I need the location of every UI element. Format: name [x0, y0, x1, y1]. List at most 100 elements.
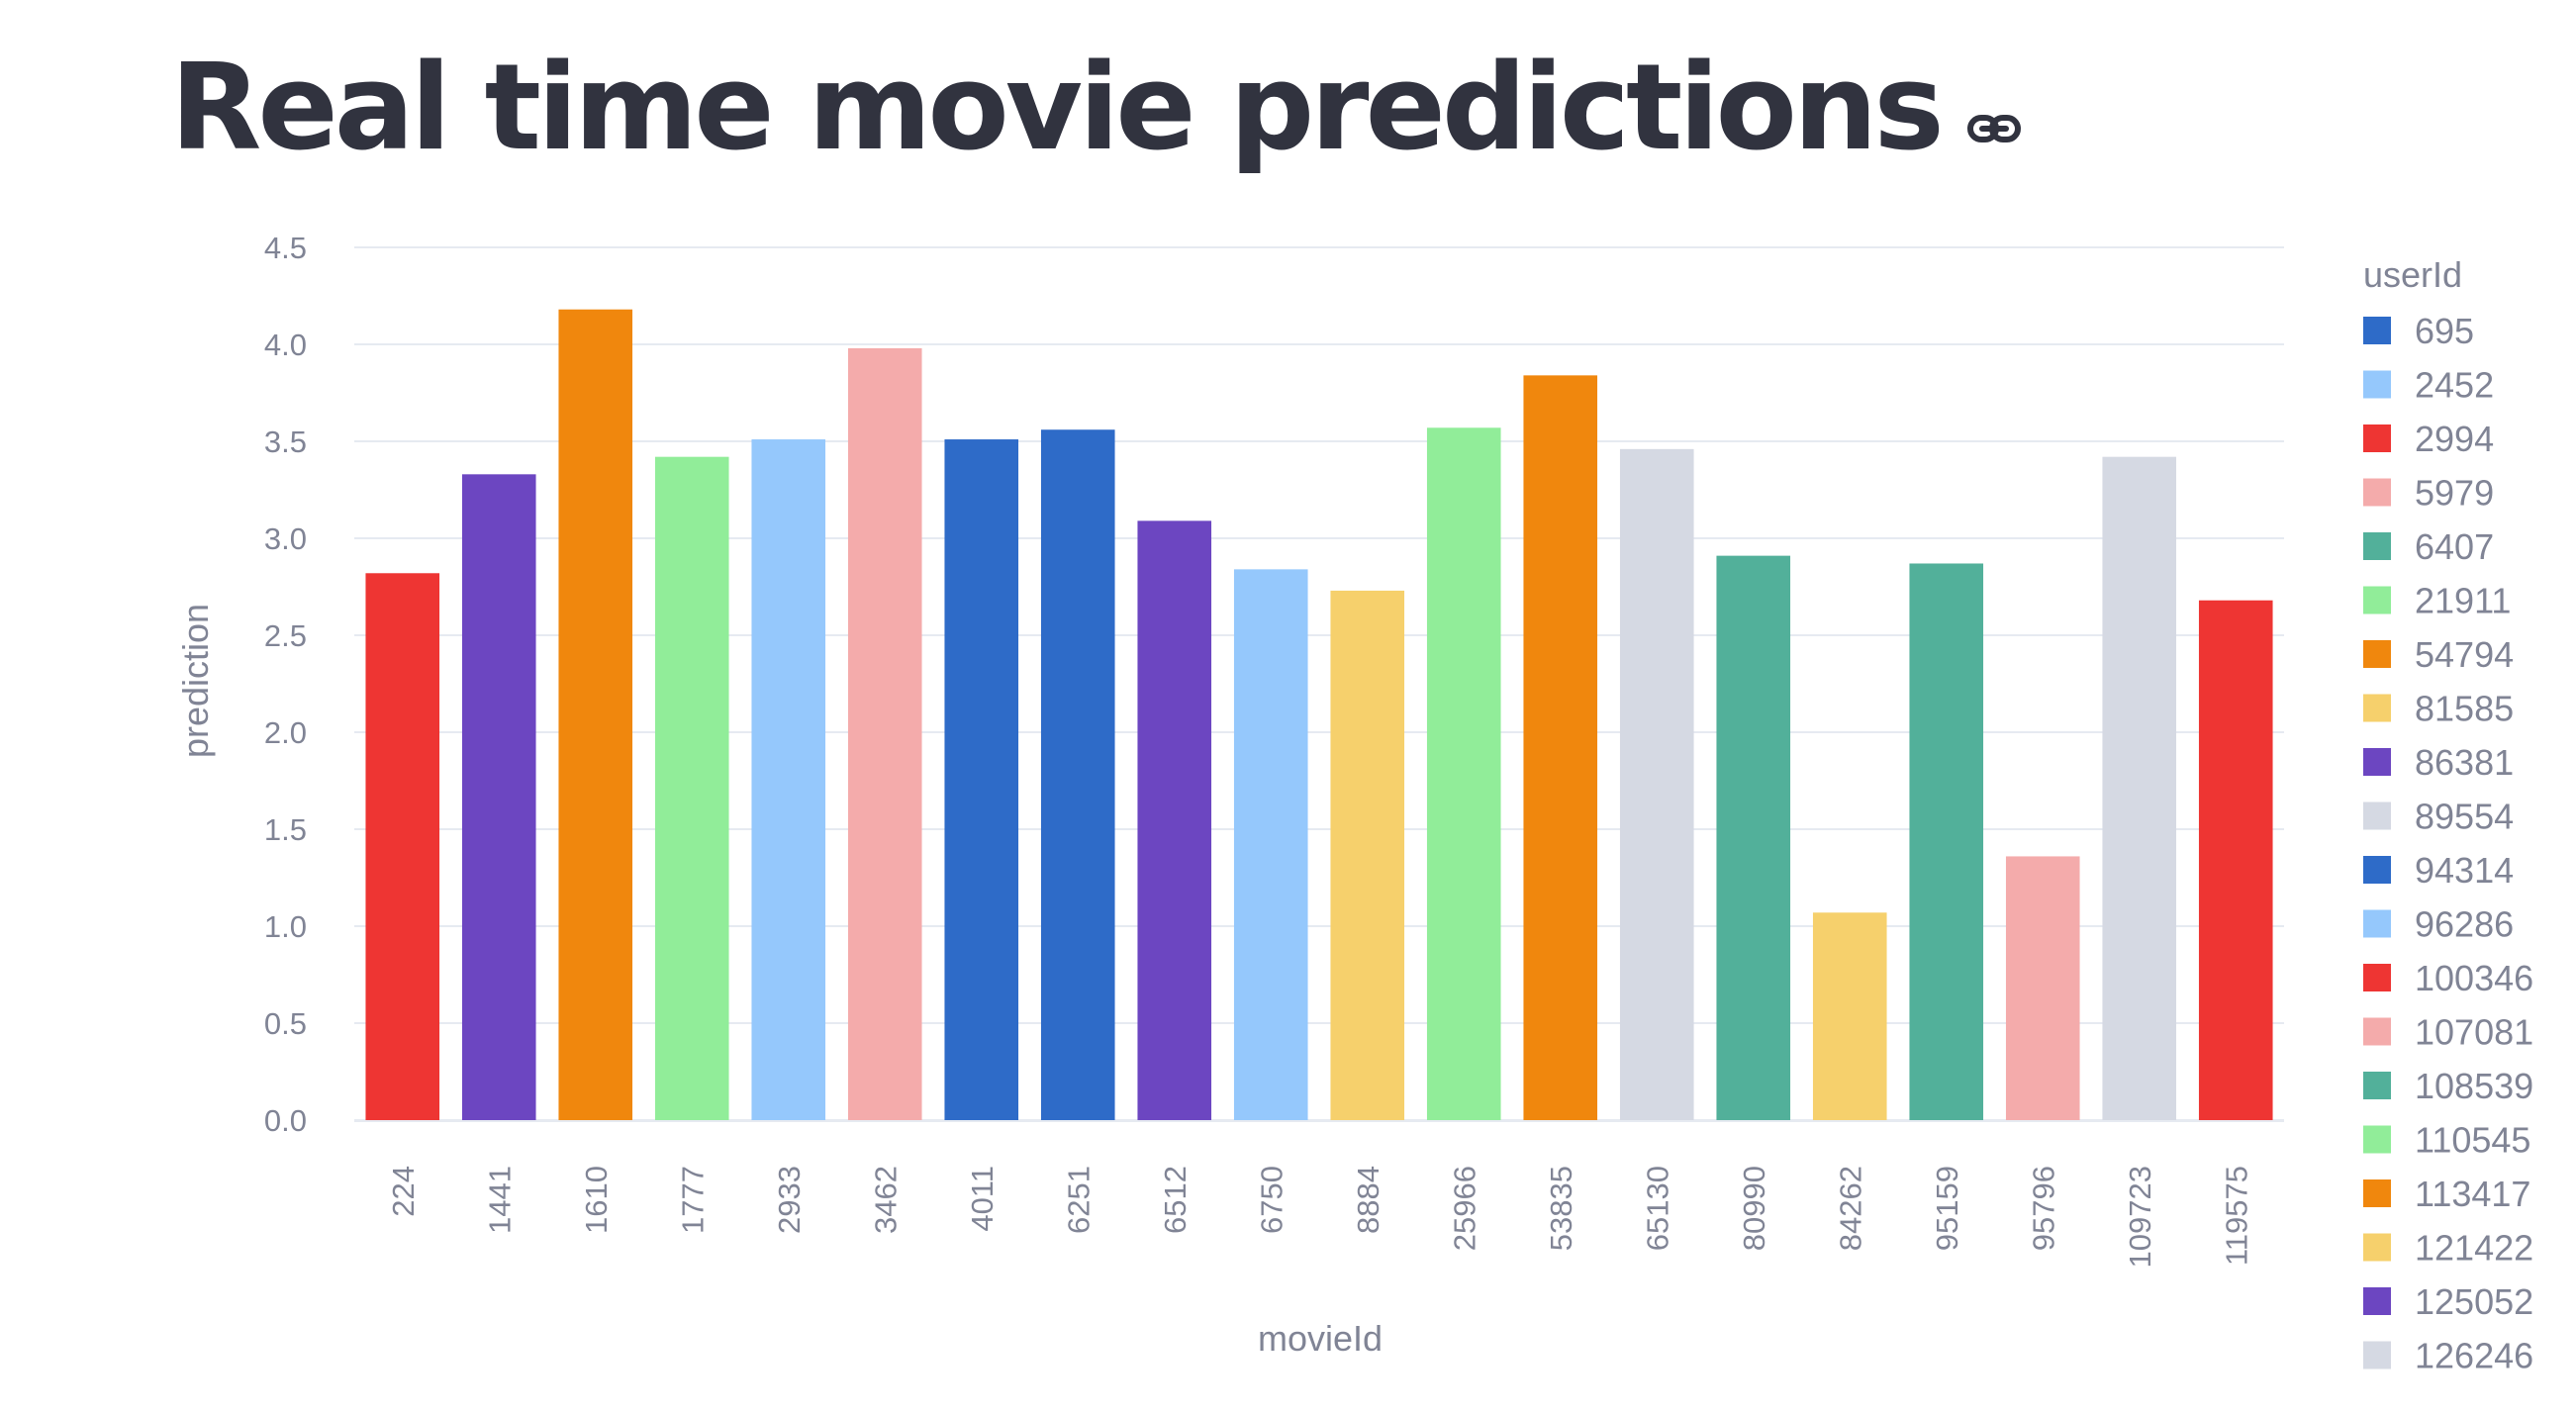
legend-swatch [2363, 1233, 2391, 1262]
y-tick-label: 3.5 [264, 424, 307, 459]
x-tick-label: 6251 [1061, 1166, 1096, 1234]
legend-label[interactable]: 110545 [2415, 1120, 2530, 1161]
legend-swatch [2363, 1341, 2391, 1369]
legend-swatch [2363, 317, 2391, 344]
legend-swatch [2363, 856, 2391, 884]
bar-95159[interactable] [1909, 563, 1984, 1120]
legend-swatch [2363, 478, 2391, 507]
legend-label[interactable]: 81585 [2415, 689, 2514, 729]
legend: userId 695 2452 2994 5979 6407 21911 54794 8158… [2363, 254, 2533, 1376]
bar-1441[interactable] [461, 474, 536, 1120]
y-tick-label: 4.0 [264, 328, 307, 362]
x-tick-label: 8884 [1351, 1166, 1385, 1234]
bar-119575[interactable] [2198, 600, 2273, 1120]
y-tick-label: 4.5 [264, 231, 307, 265]
legend-label[interactable]: 113417 [2415, 1174, 2530, 1214]
y-tick-label: 2.5 [264, 618, 307, 653]
x-tick-label: 80990 [1737, 1166, 1771, 1251]
legend-label[interactable]: 126246 [2415, 1336, 2533, 1376]
legend-swatch [2363, 1017, 2391, 1046]
legend-label[interactable]: 5979 [2415, 473, 2494, 514]
bar-6750[interactable] [1233, 569, 1308, 1120]
legend-label[interactable]: 21911 [2415, 581, 2511, 621]
legend-swatch [2363, 748, 2391, 776]
y-tick-label: 1.0 [264, 909, 307, 944]
bar-109723[interactable] [2102, 456, 2177, 1120]
x-tick-label: 65130 [1640, 1166, 1674, 1251]
x-tick-label: 2933 [772, 1166, 807, 1234]
legend-swatch [2363, 694, 2391, 722]
legend-label[interactable]: 86381 [2415, 742, 2514, 783]
legend-label[interactable]: 695 [2415, 311, 2474, 351]
bar-53835[interactable] [1523, 375, 1598, 1120]
legend-swatch [2363, 586, 2391, 614]
x-tick-label: 224 [386, 1166, 421, 1217]
legend-label[interactable]: 54794 [2415, 634, 2514, 675]
y-tick-label: 0.0 [264, 1103, 307, 1138]
legend-swatch [2363, 532, 2391, 560]
legend-swatch [2363, 640, 2391, 668]
x-axis-ticks: 224 1441 1610 1777 2933 3462 4011 6251 6512 6750 8… [386, 1166, 2254, 1268]
bar-80990[interactable] [1716, 555, 1791, 1120]
y-tick-label: 3.0 [264, 521, 307, 556]
legend-swatch [2363, 801, 2391, 830]
x-tick-label: 95159 [1930, 1166, 1964, 1251]
bar-224[interactable] [365, 573, 440, 1120]
legend-label[interactable]: 121422 [2415, 1228, 2533, 1269]
bar-1610[interactable] [558, 309, 633, 1121]
x-tick-label: 6512 [1158, 1166, 1193, 1234]
legend-label[interactable]: 125052 [2415, 1281, 2533, 1322]
legend-label[interactable]: 2452 [2415, 365, 2494, 406]
legend-swatch [2363, 909, 2391, 938]
legend-label[interactable]: 6407 [2415, 526, 2494, 567]
legend-label[interactable]: 107081 [2415, 1012, 2533, 1053]
page-title: Real time movie predictions [170, 40, 1945, 177]
legend-swatch [2363, 964, 2391, 991]
legend-label[interactable]: 89554 [2415, 797, 2514, 837]
bar-6512[interactable] [1137, 520, 1212, 1120]
x-tick-label: 3462 [868, 1166, 903, 1234]
x-tick-label: 6750 [1254, 1166, 1288, 1234]
bar-84262[interactable] [1812, 912, 1887, 1120]
legend-label[interactable]: 96286 [2415, 904, 2514, 945]
bar-8884[interactable] [1330, 590, 1405, 1120]
legend-swatch [2363, 370, 2391, 399]
legend-swatch [2363, 1072, 2391, 1099]
bar-95796[interactable] [2005, 856, 2080, 1120]
legend-title: userId [2363, 254, 2462, 295]
bar-1777[interactable] [654, 456, 729, 1120]
bar-65130[interactable] [1619, 448, 1694, 1121]
y-tick-label: 0.5 [264, 1006, 307, 1041]
x-tick-label: 109723 [2123, 1166, 2157, 1268]
bar-4011[interactable] [944, 439, 1019, 1120]
x-tick-label: 119575 [2219, 1166, 2253, 1266]
legend-swatch [2363, 1125, 2391, 1154]
page-header: Real time movie predictions [170, 30, 2022, 188]
x-tick-label: 1777 [675, 1166, 710, 1234]
legend-label[interactable]: 100346 [2415, 958, 2533, 998]
bars [365, 309, 2273, 1121]
gridlines [354, 246, 2284, 1122]
y-tick-label: 1.5 [264, 812, 307, 847]
x-tick-label: 1610 [579, 1166, 614, 1234]
legend-label[interactable]: 2994 [2415, 419, 2494, 459]
link-icon[interactable] [1966, 109, 2022, 148]
x-tick-label: 53835 [1544, 1166, 1578, 1251]
bar-2933[interactable] [751, 439, 826, 1120]
y-tick-label: 2.0 [264, 715, 307, 750]
x-tick-label: 95796 [2026, 1166, 2060, 1251]
bar-3462[interactable] [847, 347, 922, 1120]
x-tick-label: 84262 [1833, 1166, 1867, 1251]
y-axis-ticks: 0.0 0.5 1.0 1.5 2.0 2.5 3.0 3.5 4.0 4.5 [264, 231, 307, 1138]
legend-swatch [2363, 1287, 2391, 1315]
y-axis-title: prediction [175, 604, 216, 758]
bar-6251[interactable] [1040, 429, 1115, 1120]
x-tick-label: 1441 [482, 1166, 517, 1234]
legend-swatch [2363, 424, 2391, 452]
x-tick-label: 25966 [1447, 1166, 1481, 1251]
bar-25966[interactable] [1426, 427, 1501, 1120]
legend-label[interactable]: 108539 [2415, 1066, 2533, 1106]
legend-label[interactable]: 94314 [2415, 850, 2514, 891]
x-axis-title: movieId [1258, 1318, 1383, 1359]
